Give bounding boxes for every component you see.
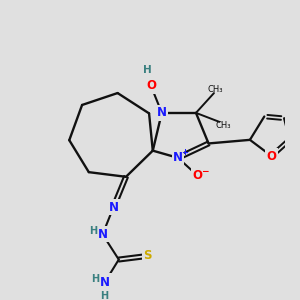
Text: N: N	[99, 276, 110, 290]
Text: H: H	[100, 290, 109, 300]
Text: O: O	[146, 80, 156, 92]
Text: H: H	[89, 226, 98, 236]
Text: CH₃: CH₃	[208, 85, 224, 94]
Text: +: +	[181, 148, 188, 157]
Text: N: N	[173, 151, 183, 164]
Text: S: S	[143, 249, 152, 262]
Text: O: O	[266, 149, 277, 163]
Text: H: H	[143, 65, 152, 75]
Text: N: N	[108, 201, 118, 214]
Text: CH₃: CH₃	[215, 121, 231, 130]
Text: N: N	[98, 228, 108, 241]
Text: N: N	[157, 106, 167, 119]
Text: H: H	[91, 274, 100, 284]
Text: O: O	[193, 169, 203, 182]
Text: −: −	[201, 167, 209, 176]
